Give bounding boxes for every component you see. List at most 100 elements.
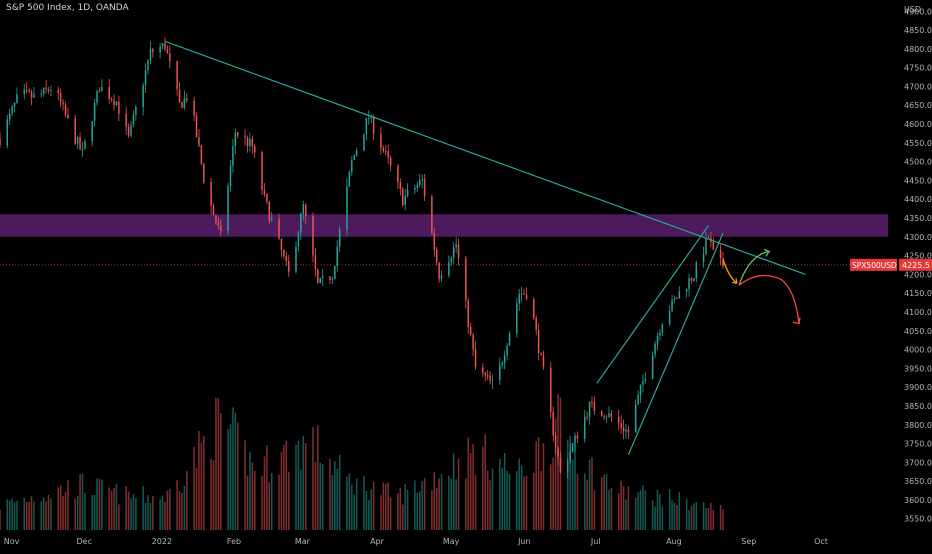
volume-bar: [433, 471, 436, 530]
candle-body: [605, 416, 608, 418]
candle-body: [457, 244, 460, 259]
candle-body: [227, 186, 229, 231]
volume-bar: [152, 495, 154, 530]
y-tick-label: 4450.0: [904, 176, 932, 185]
volume-bar: [591, 457, 593, 530]
candle-body: [220, 225, 222, 231]
candle-body: [186, 98, 188, 101]
volume-bar: [0, 509, 1, 530]
candle-body: [212, 206, 215, 216]
y-axis-panel: [888, 0, 932, 550]
candle-body: [203, 163, 205, 182]
candle-body: [472, 334, 474, 350]
candle-body: [523, 293, 525, 295]
candle-body: [574, 435, 576, 444]
candle-body: [81, 149, 84, 151]
volume-bar: [237, 422, 239, 530]
volume-bar: [380, 495, 382, 530]
volume-bar: [81, 473, 84, 530]
volume-bar: [554, 418, 557, 530]
y-tick-label: 3850.0: [904, 402, 932, 411]
volume-bar: [520, 465, 523, 530]
volume-bar: [263, 456, 266, 530]
candle-body: [110, 99, 113, 101]
candle-body: [705, 237, 707, 255]
candle-body: [414, 187, 416, 190]
volume-bar: [627, 486, 630, 530]
candle-body: [244, 135, 246, 138]
candle-body: [644, 378, 647, 381]
y-tick-label: 4700.0: [904, 82, 932, 91]
candle-body: [588, 401, 591, 418]
volume-bar: [634, 497, 637, 530]
candle-body: [474, 349, 477, 368]
candle-body: [338, 229, 341, 247]
volume-bar: [348, 473, 351, 530]
volume-bar: [57, 487, 59, 530]
volume-bar: [42, 497, 45, 530]
candle-body: [164, 43, 166, 49]
volume-bar: [295, 444, 297, 530]
volume-bar: [331, 475, 334, 530]
volume-bar: [336, 468, 338, 530]
candle-body: [382, 147, 385, 151]
channel-lower-line: [627, 232, 724, 456]
candle-body: [96, 91, 98, 103]
candle-body: [40, 93, 42, 95]
volume-bar: [518, 458, 520, 530]
candle-body: [533, 299, 535, 318]
candle-body: [331, 278, 334, 281]
volume-bar: [91, 494, 93, 530]
candle-body: [261, 152, 263, 191]
y-tick-label: 4300.0: [904, 233, 932, 242]
candle-body: [142, 85, 144, 108]
volume-bar: [710, 502, 712, 530]
volume-bar: [176, 479, 178, 530]
candle-body: [569, 451, 571, 462]
volume-bar: [50, 498, 52, 530]
volume-bar: [438, 478, 440, 530]
candle-body: [249, 139, 251, 147]
candle-body: [702, 254, 705, 263]
candle-body: [166, 48, 169, 54]
volume-bar: [673, 502, 676, 530]
volume-bar: [93, 494, 96, 530]
y-tick-label: 3750.0: [904, 440, 932, 449]
x-tick-label: Oct: [814, 537, 828, 546]
volume-bar: [79, 474, 81, 530]
candle-body: [465, 258, 467, 301]
candle-body: [406, 189, 409, 196]
y-tick-label: 4100.0: [904, 308, 932, 317]
volume-bar: [712, 509, 715, 530]
candle-body: [368, 117, 370, 119]
candle-body: [351, 159, 353, 172]
candle-body: [501, 362, 503, 366]
candle-body: [314, 255, 317, 270]
volume-bar: [593, 490, 596, 530]
volume-bar: [533, 472, 535, 530]
candle-body: [397, 165, 399, 183]
y-tick-label: 4850.0: [904, 26, 932, 35]
y-tick-label: 3650.0: [904, 477, 932, 486]
volume-bar: [16, 500, 18, 530]
candle-body: [23, 89, 26, 95]
candle-body: [42, 87, 45, 94]
volume-bar: [169, 488, 171, 530]
volume-bar: [542, 443, 545, 530]
currency-label: USD: [904, 5, 921, 14]
candle-body: [0, 139, 1, 146]
candle-body: [317, 269, 319, 283]
candle-body: [319, 277, 322, 283]
volume-bar: [217, 397, 220, 530]
volume-bar: [130, 498, 132, 530]
candle-body: [33, 94, 35, 98]
volume-bar: [142, 486, 144, 530]
volume-bar: [722, 509, 724, 530]
candle-body: [593, 402, 596, 411]
candle-body: [608, 413, 610, 417]
candle-body: [169, 53, 171, 62]
candle-body: [651, 354, 654, 379]
candle-body: [452, 247, 455, 258]
volume-bar: [280, 451, 283, 530]
